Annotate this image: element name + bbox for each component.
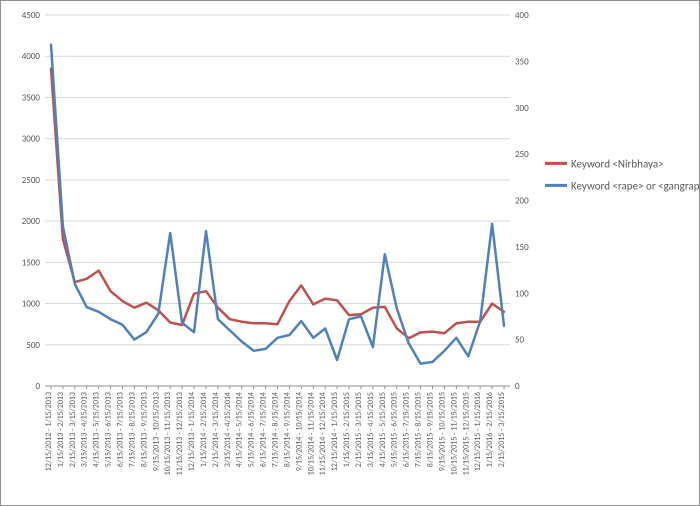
x-tick-label: 8/15/2013 - 9/15/2013 — [139, 392, 149, 467]
x-tick-label: 10/15/2013 - 11/15/2013 — [163, 392, 173, 475]
x-tick-label: 8/15/2015 - 9/15/2015 — [426, 392, 436, 467]
x-tick-label: 5/15/2014 - 6/15/2014 — [247, 392, 257, 467]
y-right-tick: 150 — [515, 242, 529, 253]
legend-label: Keyword <Nirbhaya> — [571, 157, 664, 170]
x-tick-label: 1/15/2014 - 2/15/2014 — [199, 392, 209, 467]
x-tick-label: 6/15/2015 - 7/15/2015 — [402, 392, 412, 467]
x-tick-label: 2/15/2015 - 3/15/2015 — [354, 392, 364, 467]
x-tick-label: 4/15/2014 - 5/15/2014 — [235, 392, 245, 467]
y-right-tick: 100 — [515, 288, 529, 299]
x-tick-label: 1/15/2013 - 2/15/2013 — [56, 392, 66, 467]
x-tick-label: 12/15/2012 - 1/15/2013 — [44, 392, 54, 471]
x-tick-label: 10/15/2014 - 11/15/2014 — [306, 392, 316, 475]
y-left-tick: 3000 — [22, 134, 41, 145]
x-tick-label: 2/15/2014 - 3/15/2014 — [211, 392, 221, 467]
y-left-tick: 4500 — [22, 10, 41, 21]
x-tick-label: 9/15/2014 - 10/15/2014 — [294, 392, 304, 471]
y-left-tick: 500 — [26, 340, 40, 351]
y-right-tick: 50 — [515, 335, 525, 346]
x-tick-label: 3/15/2014 - 4/15/2014 — [223, 392, 233, 467]
x-tick-label: 1/15/2015 - 2/15/2015 — [342, 392, 352, 467]
series-line — [51, 45, 504, 364]
x-tick-label: 4/15/2015 - 5/15/2015 — [378, 392, 388, 467]
x-tick-label: 12/15/2014 - 1/15/2015 — [330, 392, 340, 471]
y-right-tick: 400 — [515, 10, 529, 21]
x-tick-label: 2/15/2015 - 3/15/2015 — [497, 392, 507, 467]
y-left-tick: 3500 — [22, 92, 41, 103]
y-left-tick: 0 — [35, 381, 40, 392]
x-tick-label: 6/15/2013 - 7/15/2013 — [116, 392, 126, 467]
y-right-tick: 0 — [515, 381, 520, 392]
x-tick-label: 12/15/2013 - 1/15/2014 — [187, 392, 197, 471]
x-tick-label: 1/15/2016 - 2/15/2016 — [485, 392, 495, 467]
x-tick-label: 5/15/2013 - 6/15/2013 — [104, 392, 114, 467]
x-tick-label: 12/15/2015 - 1/15/2016 — [473, 392, 483, 471]
x-tick-label: 11/15/2013 - 12/15/2013 — [175, 392, 185, 475]
y-right-tick: 300 — [515, 103, 529, 114]
y-left-tick: 1500 — [22, 257, 41, 268]
x-tick-label: 4/15/2013 - 5/15/2013 — [92, 392, 102, 467]
legend-label: Keyword <rape> or <gangrape> — [571, 179, 700, 192]
line-chart: 0 500 1000 1500 2000 2500 3000 3500 4000 4500 0 50 1… — [0, 0, 700, 506]
x-tick-label: 9/15/2013 - 10/15/2013 — [151, 392, 161, 471]
x-tick-label: 8/15/2014 - 9/15/2014 — [282, 392, 292, 467]
x-tick-label: 7/15/2015 - 8/15/2015 — [414, 392, 424, 467]
x-tick-label: 3/15/2015 - 4/15/2015 — [366, 392, 376, 467]
x-tick-label: 5/15/2015 - 6/15/2015 — [390, 392, 400, 467]
y-right-tick: 250 — [515, 149, 529, 160]
x-tick-label: 11/15/2015 - 12/15/2015 — [461, 392, 471, 475]
y-left-tick: 4000 — [22, 51, 41, 62]
x-tick-label: 10/15/2015 - 11/15/2015 — [449, 392, 459, 475]
x-tick-label: 7/15/2013 - 8/15/2013 — [127, 392, 137, 467]
x-tick-label: 6/15/2014 - 7/15/2014 — [259, 392, 269, 467]
x-tick-label: 11/15/2014 - 12/15/2014 — [318, 392, 328, 475]
y-left-tick: 2000 — [22, 216, 41, 227]
y-right-tick: 200 — [515, 196, 529, 207]
y-right-tick: 350 — [515, 56, 529, 67]
y-left-tick: 2500 — [22, 175, 41, 186]
series-line — [51, 69, 504, 339]
x-tick-label: 2/15/2013 - 3/15/2013 — [68, 392, 78, 467]
chart-container: { "chart": { "type": "line", "width": 70… — [0, 0, 700, 506]
x-tick-label: 3/15/2013 - 4/15/2013 — [80, 392, 90, 467]
x-tick-label: 9/15/2015 - 10/15/2015 — [437, 392, 447, 471]
x-tick-label: 7/15/2014 - 8/15/2014 — [271, 392, 281, 467]
y-left-tick: 1000 — [22, 299, 41, 310]
